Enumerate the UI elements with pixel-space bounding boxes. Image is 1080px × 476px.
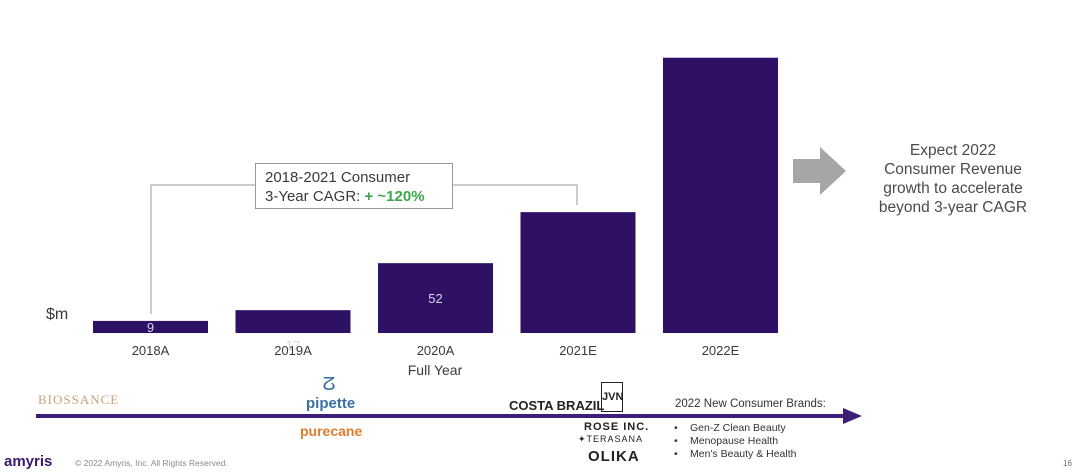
pipette-drop-icon: ⵒ (322, 374, 336, 394)
new-brand-item: Men's Beauty & Health (674, 448, 796, 461)
bar-2018A (93, 320, 208, 333)
bar-2020A (378, 263, 493, 333)
terasana-text: TERASANA (586, 434, 644, 444)
bar-group: 9 17 52 (93, 57, 778, 353)
brand-logo-terasana: ✦TERASANA (578, 434, 644, 444)
bar-2019A (235, 310, 351, 333)
x-tick-label: 2022E (701, 343, 740, 358)
expect-line-4: beyond 3-year CAGR (878, 199, 1028, 216)
brand-logo-purecane: purecane (300, 423, 363, 439)
timeline-arrowhead-icon (843, 408, 862, 424)
x-tick-label: 2018A (131, 343, 170, 358)
unit-label: $m (46, 306, 69, 323)
cagr-value: + ~120% (364, 188, 425, 205)
x-axis-caption: Full Year (407, 362, 463, 378)
new-brand-item: Gen-Z Clean Beauty (674, 422, 796, 435)
cagr-callout: 2018-2021 Consumer 3-Year CAGR: + ~120% (255, 163, 453, 209)
brand-logo-jvn: JVN (601, 382, 623, 412)
data-label-2018A: 9 (147, 320, 154, 335)
right-arrow-icon (793, 147, 846, 195)
expect-line-1: Expect 2022 (909, 142, 997, 159)
brand-logo-rose-inc: ROSE INC. (584, 421, 650, 433)
x-tick-label: 2021E (559, 343, 597, 358)
brand-logo-biossance: BIOSSANCE (38, 392, 120, 407)
brand-logo-olika: OLIKA (588, 448, 640, 465)
data-label-2020A: 52 (428, 291, 442, 306)
copyright-text: © 2022 Amyris, Inc. All Rights Reserved. (75, 458, 228, 468)
new-brand-item: Menopause Health (674, 435, 796, 448)
expect-line-2: Consumer Revenue (884, 161, 1022, 178)
new-brands-title: 2022 New Consumer Brands: (675, 398, 826, 410)
x-tick-label: 2020A (416, 343, 455, 358)
bar-2022E (663, 57, 778, 333)
x-tick-label: 2019A (274, 343, 312, 358)
page-number: 16 (1063, 459, 1072, 468)
cagr-line1: 2018-2021 Consumer (265, 169, 411, 186)
brand-logo-pipette: pipette (306, 395, 356, 412)
brand-logo-costa-brazil: COSTA BRAZIL (509, 398, 605, 413)
data-label-2019A: 17 (286, 338, 300, 353)
cagr-line2: 3-Year CAGR: + ~120% (265, 187, 452, 206)
expect-callout: Expect 2022 Consumer Revenue growth to a… (860, 141, 1046, 217)
bar-2021E (520, 212, 636, 333)
cagr-prefix: 3-Year CAGR: (265, 188, 365, 205)
new-brands-list: Gen-Z Clean Beauty Menopause Health Men'… (674, 422, 796, 461)
amyris-logo: amyris (4, 453, 53, 470)
expect-line-3: growth to accelerate (883, 180, 1023, 197)
